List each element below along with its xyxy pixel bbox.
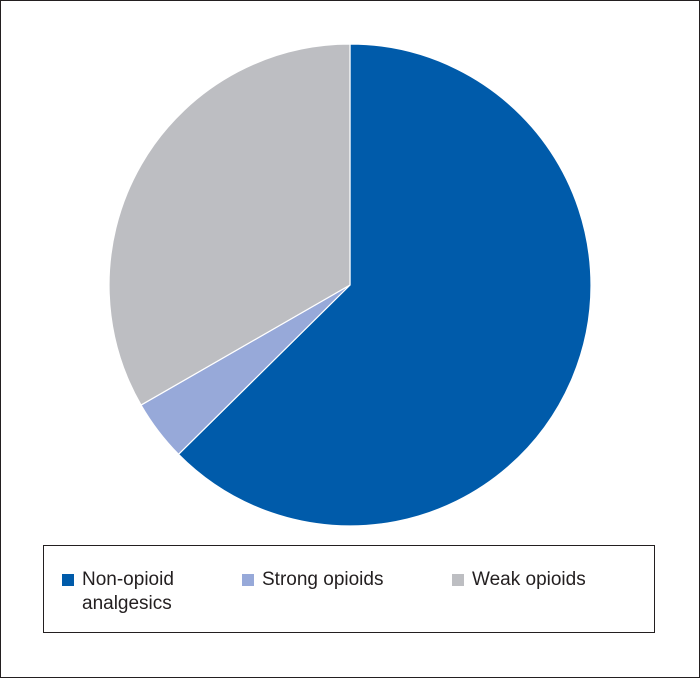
pie-slice	[177, 43, 592, 527]
legend-swatch	[242, 574, 254, 586]
pie-area	[108, 43, 592, 527]
pie-slice	[108, 43, 351, 406]
legend-swatch	[62, 574, 74, 586]
legend-item: Non-opioid analgesics	[62, 568, 242, 632]
legend-swatch	[452, 574, 464, 586]
legend: Non-opioid analgesics Strong opioids Weak …	[43, 545, 655, 633]
legend-item: Weak opioids	[452, 568, 652, 632]
legend-label: Strong opioids	[262, 569, 384, 590]
legend-label: Weak opioids	[472, 569, 586, 590]
legend-item: Strong opioids	[242, 568, 452, 632]
legend-label: Non-opioid analgesics	[82, 569, 174, 614]
